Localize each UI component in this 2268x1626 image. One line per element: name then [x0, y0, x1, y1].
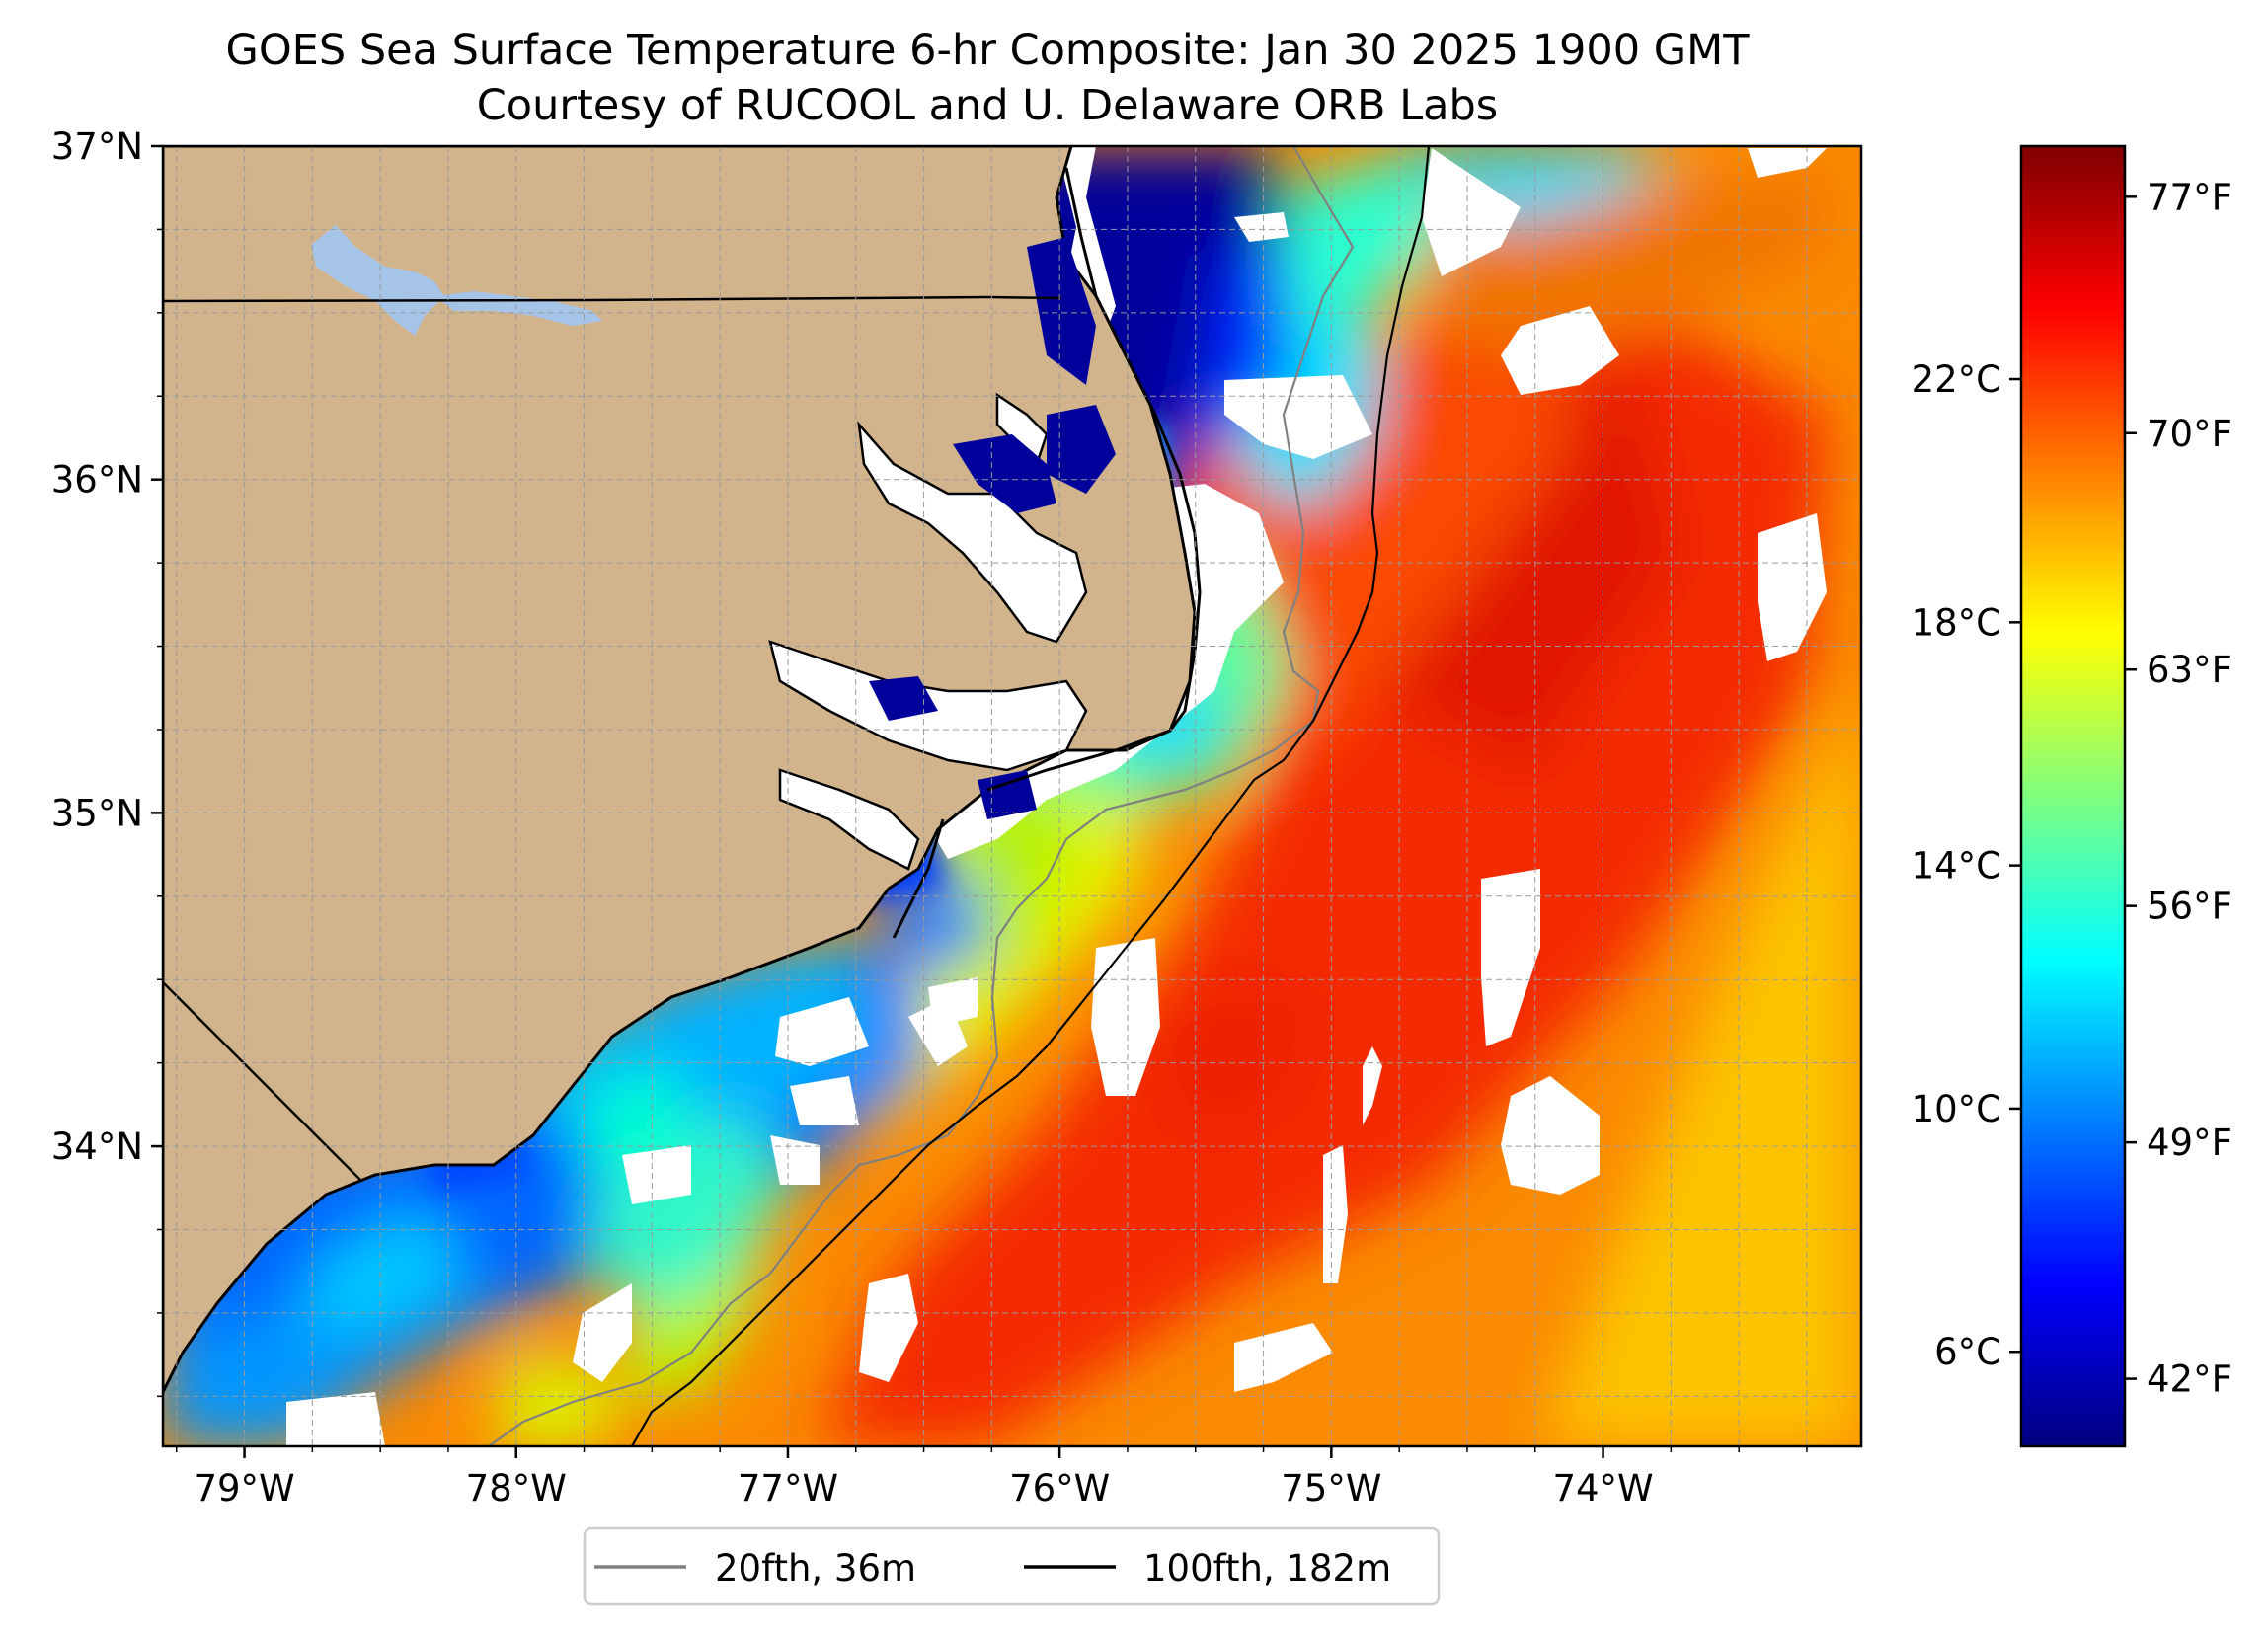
colorbar-c-tick-label: 6°C	[1934, 1331, 2001, 1373]
isobath-legend: 20fth, 36m 100fth, 182m	[583, 1526, 1441, 1606]
colorbar-gradient	[2019, 144, 2127, 1448]
colorbar: 42°F 49°F 56°F 63°F 70°F 77°F 6°C 10°C 14°C 18°C…	[1912, 144, 2232, 1448]
lat-tick-label: 35°N	[51, 792, 143, 834]
colorbar-f-tick-label: 77°F	[2147, 176, 2232, 218]
colorbar-c-tick-label: 14°C	[1912, 845, 2001, 888]
map-subtitle: Courtesy of RUCOOL and U. Delaware ORB L…	[476, 81, 1499, 130]
colorbar-c-tick-label: 22°C	[1912, 358, 2001, 401]
isobath-100fth	[631, 146, 1431, 1446]
colorbar-celsius-ticks: 6°C 10°C 14°C 18°C 22°C	[1912, 358, 2021, 1373]
legend-box	[583, 1526, 1441, 1606]
lat-tick-label: 34°N	[51, 1125, 143, 1168]
colorbar-f-tick-label: 42°F	[2147, 1358, 2232, 1401]
legend-label-100fth: 100fth, 182m	[1143, 1547, 1391, 1589]
inland-water-navy	[869, 237, 1116, 819]
latitude-axis: 37°N 36°N 35°N 34°N	[51, 125, 163, 1398]
isobath-20fth	[488, 146, 1355, 1446]
lon-tick-label: 74°W	[1552, 1467, 1653, 1510]
lon-tick-label: 76°W	[1009, 1467, 1110, 1510]
colorbar-fahrenheit-ticks: 42°F 49°F 56°F 63°F 70°F 77°F	[2125, 176, 2232, 1401]
map-frame	[161, 144, 1863, 1448]
lon-tick-label: 77°W	[738, 1467, 838, 1510]
lon-tick-label: 79°W	[194, 1467, 294, 1510]
map-title: GOES Sea Surface Temperature 6-hr Compos…	[225, 26, 1750, 75]
lon-tick-label: 78°W	[466, 1467, 567, 1510]
colorbar-f-tick-label: 56°F	[2147, 886, 2232, 928]
colorbar-f-tick-label: 63°F	[2147, 649, 2232, 691]
map-gridlines	[163, 146, 1861, 1446]
map-plot-area	[163, 146, 1861, 1446]
longitude-axis: 79°W 78°W 77°W 76°W 75°W 74°W	[176, 1446, 1808, 1510]
legend-label-20fth: 20fth, 36m	[715, 1547, 916, 1589]
lat-tick-label: 36°N	[51, 459, 143, 502]
lat-tick-label: 37°N	[51, 125, 143, 168]
colorbar-c-tick-label: 18°C	[1912, 601, 2001, 644]
colorbar-f-tick-label: 70°F	[2147, 413, 2232, 455]
barrier-islands	[892, 167, 1202, 939]
state-boundaries	[163, 295, 1062, 1181]
colorbar-f-tick-label: 49°F	[2147, 1122, 2232, 1164]
colorbar-c-tick-label: 10°C	[1912, 1088, 2001, 1130]
lon-tick-label: 75°W	[1281, 1467, 1381, 1510]
